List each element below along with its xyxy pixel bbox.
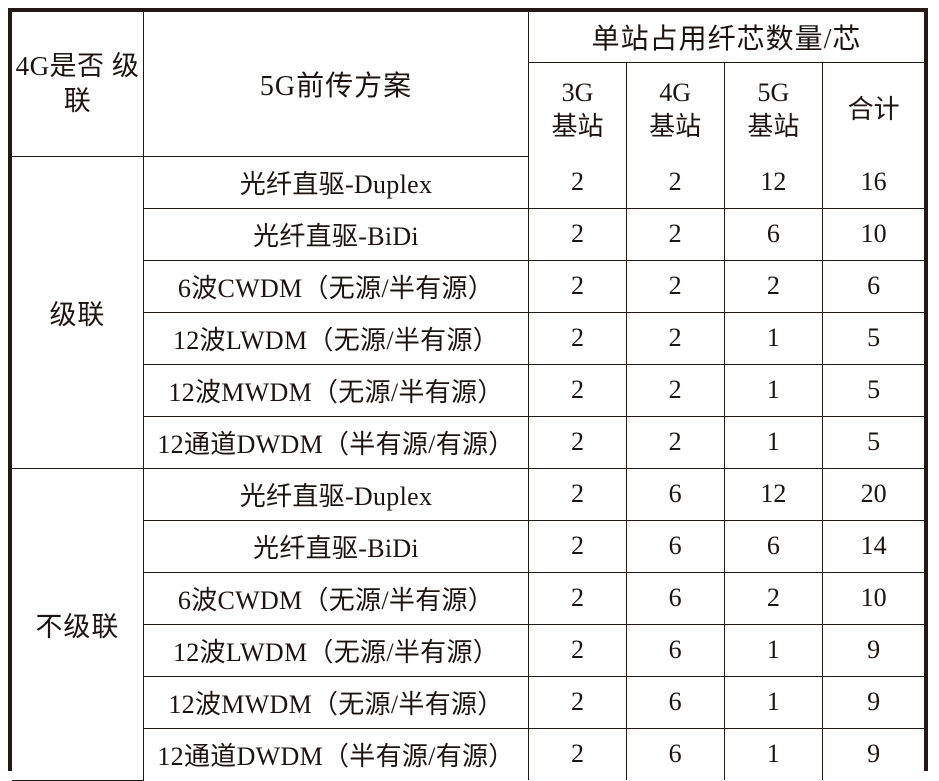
cell-3g: 2 xyxy=(528,571,627,625)
cell-scheme: 6波CWDM（无源/半有源） xyxy=(143,571,530,625)
cell-scheme: 12波LWDM（无源/半有源） xyxy=(143,623,530,677)
cell-5g: 1 xyxy=(723,415,824,469)
cell-3g: 2 xyxy=(528,156,627,209)
header-5g-line1: 5G xyxy=(757,77,790,107)
cell-total: 10 xyxy=(822,571,924,625)
cell-scheme: 12波MWDM（无源/半有源） xyxy=(143,675,530,729)
cell-scheme: 12波LWDM（无源/半有源） xyxy=(143,311,530,365)
cell-total: 5 xyxy=(822,311,924,365)
cell-total: 5 xyxy=(822,415,924,469)
header-3g-line1: 3G xyxy=(561,77,594,107)
table-row: 级联 光纤直驱-Duplex 2 2 12 16 xyxy=(12,156,924,469)
cell-scheme: 6波CWDM（无源/半有源） xyxy=(143,259,530,313)
cell-5g: 1 xyxy=(723,623,824,677)
cell-scheme: 12通道DWDM（半有源/有源） xyxy=(143,415,530,469)
cell-total: 16 xyxy=(822,156,924,209)
header-5g-base-station: 5G 基站 xyxy=(723,62,824,156)
cell-total: 10 xyxy=(822,207,924,261)
cell-scheme: 光纤直驱-BiDi xyxy=(143,207,530,261)
cell-4g: 2 xyxy=(625,156,725,209)
header-cascade-line2: 级联 xyxy=(63,50,140,116)
cell-scheme: 12通道DWDM（半有源/有源） xyxy=(143,727,530,780)
cell-3g: 2 xyxy=(528,415,627,469)
header-4g-line2: 基站 xyxy=(649,111,702,141)
table-row: 光纤直驱-BiDi 2 6 6 14 xyxy=(12,519,924,573)
cell-3g: 2 xyxy=(528,207,627,261)
cell-total: 9 xyxy=(822,727,924,780)
header-4g-line1: 4G xyxy=(659,77,692,107)
table-row: 光纤直驱-BiDi 2 2 6 10 xyxy=(12,207,924,261)
header-cascade-line1: 4G是否 xyxy=(15,50,105,81)
cell-3g: 2 xyxy=(528,623,627,677)
cell-4g: 2 xyxy=(625,415,725,469)
group-label-non-cascade: 不级联 xyxy=(12,467,144,781)
cell-scheme: 12波MWDM（无源/半有源） xyxy=(143,363,530,417)
cell-4g: 6 xyxy=(625,571,725,625)
cell-total: 14 xyxy=(822,519,924,573)
cell-3g: 2 xyxy=(528,363,627,417)
cell-4g: 2 xyxy=(625,259,725,313)
header-fiber-core-group: 单站占用纤芯数量/芯 xyxy=(528,12,924,63)
table-row: 12波MWDM（无源/半有源） 2 6 1 9 xyxy=(12,675,924,729)
header-5g-line2: 基站 xyxy=(747,111,800,141)
header-row-sub: 3G 基站 4G 基站 5G 基站 合计 xyxy=(12,62,924,156)
cell-total: 6 xyxy=(822,259,924,313)
cell-3g: 2 xyxy=(528,311,627,365)
table-row: 6波CWDM（无源/半有源） 2 6 2 10 xyxy=(12,571,924,625)
cell-5g: 1 xyxy=(723,727,824,780)
cell-scheme: 光纤直驱-BiDi xyxy=(143,519,530,573)
fiber-core-count-table: 4G是否 级联 5G前传方案 单站占用纤芯数量/芯 3G 基站 4G 基站 5G… xyxy=(12,12,924,781)
cell-4g: 6 xyxy=(625,467,725,521)
cell-4g: 2 xyxy=(625,311,725,365)
cell-5g: 1 xyxy=(723,363,824,417)
cell-total: 20 xyxy=(822,467,924,521)
header-row-top: 4G是否 级联 5G前传方案 单站占用纤芯数量/芯 xyxy=(12,12,924,157)
header-scheme: 5G前传方案 xyxy=(142,12,530,157)
cell-4g: 6 xyxy=(625,675,725,729)
cell-total: 9 xyxy=(822,623,924,677)
cell-5g: 12 xyxy=(723,156,824,209)
fiber-core-table-container: 4G是否 级联 5G前传方案 单站占用纤芯数量/芯 3G 基站 4G 基站 5G… xyxy=(8,8,928,781)
cell-scheme: 光纤直驱-Duplex xyxy=(142,156,530,209)
cell-3g: 2 xyxy=(528,727,627,780)
cell-5g: 6 xyxy=(723,519,824,573)
table-row: 12波LWDM（无源/半有源） 2 2 1 5 xyxy=(12,311,924,365)
cell-5g: 2 xyxy=(723,259,824,313)
header-3g-base-station: 3G 基站 xyxy=(528,62,627,156)
cell-4g: 6 xyxy=(625,519,725,573)
header-total: 合计 xyxy=(822,62,924,156)
table-row: 12波LWDM（无源/半有源） 2 6 1 9 xyxy=(12,623,924,677)
cell-4g: 6 xyxy=(625,623,725,677)
cell-scheme: 光纤直驱-Duplex xyxy=(142,467,530,521)
header-cascade: 4G是否 级联 xyxy=(12,12,144,157)
cell-3g: 2 xyxy=(528,467,627,521)
table-header: 4G是否 级联 5G前传方案 单站占用纤芯数量/芯 3G 基站 4G 基站 5G… xyxy=(12,12,924,157)
cell-4g: 6 xyxy=(625,727,725,780)
header-4g-base-station: 4G 基站 xyxy=(625,62,725,156)
cell-5g: 12 xyxy=(723,467,824,521)
table-row: 12波MWDM（无源/半有源） 2 2 1 5 xyxy=(12,363,924,417)
cell-5g: 2 xyxy=(723,571,824,625)
cell-3g: 2 xyxy=(528,259,627,313)
cell-total: 9 xyxy=(822,675,924,729)
table-row: 12通道DWDM（半有源/有源） 2 6 1 9 xyxy=(12,727,924,780)
table-row: 12通道DWDM（半有源/有源） 2 2 1 5 xyxy=(12,415,924,469)
cell-5g: 6 xyxy=(723,207,824,261)
cell-5g: 1 xyxy=(723,311,824,365)
cell-total: 5 xyxy=(822,363,924,417)
cell-3g: 2 xyxy=(528,519,627,573)
table-row: 6波CWDM（无源/半有源） 2 2 2 6 xyxy=(12,259,924,313)
cell-4g: 2 xyxy=(625,207,725,261)
header-3g-line2: 基站 xyxy=(551,111,604,141)
cell-5g: 1 xyxy=(723,675,824,729)
group-label-cascade: 级联 xyxy=(12,156,144,469)
cell-3g: 2 xyxy=(528,675,627,729)
table-body: 级联 光纤直驱-Duplex 2 2 12 16 光纤直驱-BiDi 2 2 6… xyxy=(12,156,924,781)
cell-4g: 2 xyxy=(625,363,725,417)
table-row: 不级联 光纤直驱-Duplex 2 6 12 20 xyxy=(12,467,924,781)
